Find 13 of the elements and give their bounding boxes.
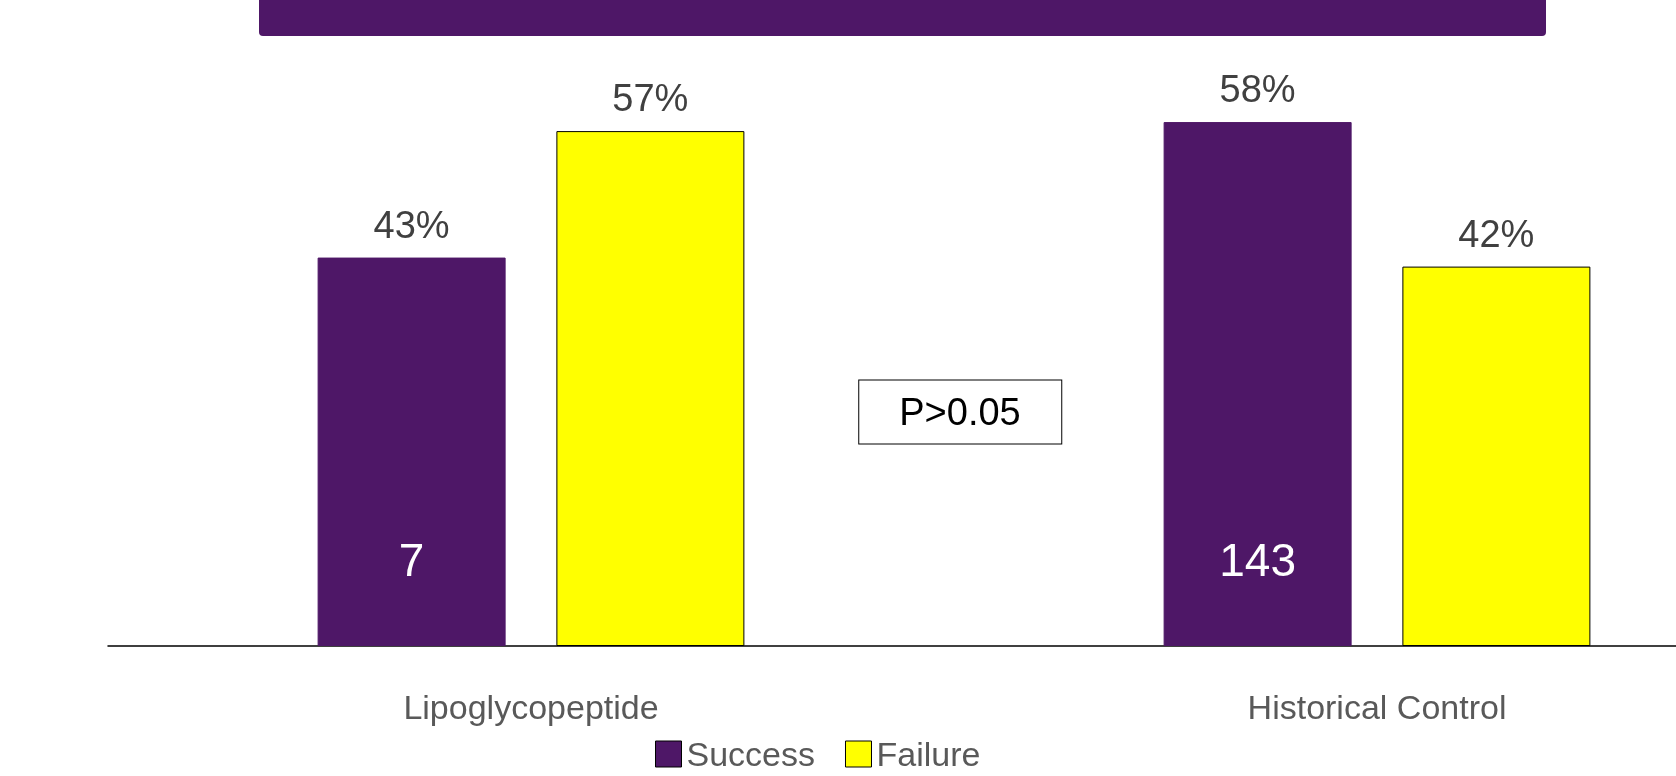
annotation: 143 bbox=[1219, 533, 1296, 587]
bar bbox=[1163, 122, 1352, 646]
legend-label: Failure bbox=[876, 735, 981, 773]
annotation: 7 bbox=[398, 533, 425, 587]
data-label: 43% bbox=[373, 203, 450, 246]
x-tick-label: Lipoglycopeptide bbox=[403, 688, 659, 726]
bar bbox=[317, 257, 506, 646]
data-label: 42% bbox=[1458, 212, 1535, 255]
annotation: P>0.05 bbox=[858, 379, 1062, 445]
data-label: 57% bbox=[612, 77, 689, 120]
data-label: 58% bbox=[1219, 68, 1296, 111]
x-tick-label: Historical Control bbox=[1247, 688, 1507, 726]
legend-label: Success bbox=[686, 735, 815, 773]
